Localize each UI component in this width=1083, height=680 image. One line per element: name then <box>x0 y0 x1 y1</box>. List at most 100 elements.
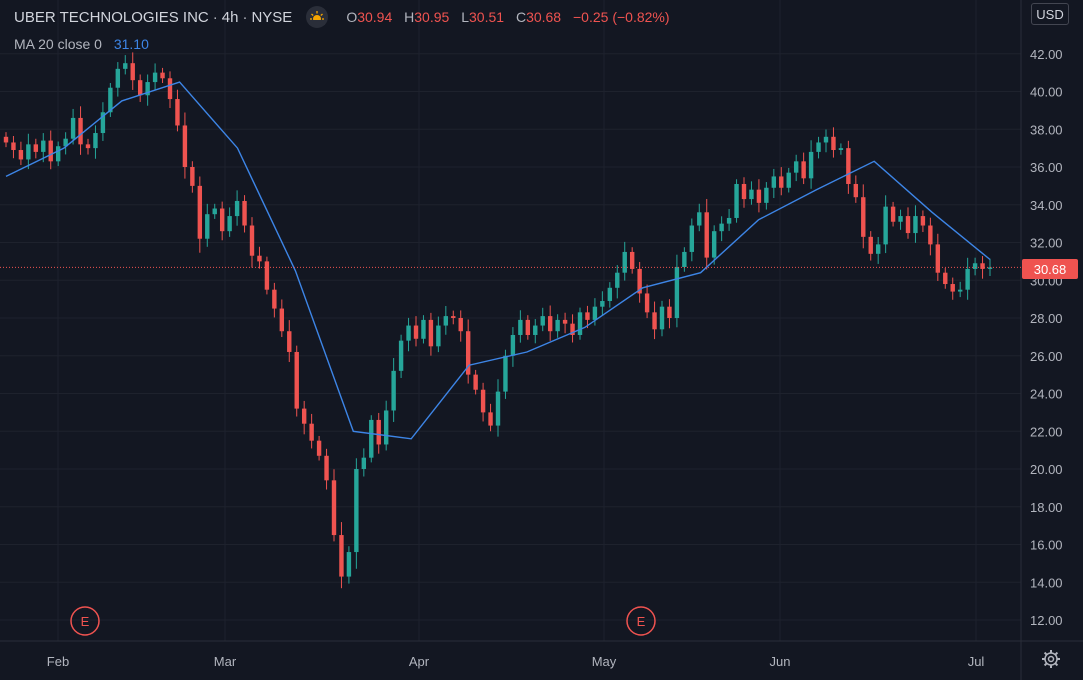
candle-body <box>652 312 657 330</box>
y-tick-label: 18.00 <box>1030 500 1063 515</box>
candle-body <box>413 325 419 339</box>
candle-body <box>861 197 866 237</box>
candle-body <box>361 457 367 469</box>
candle-body <box>577 312 583 335</box>
y-tick-label: 42.00 <box>1030 47 1063 62</box>
candle-body <box>406 325 411 341</box>
candle-body <box>26 144 31 160</box>
candle-body <box>354 469 359 553</box>
candle-body <box>428 319 434 347</box>
candle-body <box>249 225 255 256</box>
candle-body <box>674 267 680 318</box>
y-tick-label: 22.00 <box>1030 424 1063 439</box>
x-tick-label: Jun <box>770 654 791 669</box>
candle-body <box>339 535 344 577</box>
candle-body <box>525 319 531 335</box>
candle-body <box>167 78 173 100</box>
candle-body <box>793 161 799 173</box>
candle-body <box>816 142 821 152</box>
candle-body <box>786 172 791 188</box>
candle-body <box>920 216 926 226</box>
exchange: NYSE <box>251 8 293 26</box>
candle-body <box>33 144 39 152</box>
x-tick-label: May <box>592 654 617 669</box>
indicator-legend[interactable]: MA 20 close 0 31.10 <box>14 36 149 52</box>
x-tick-label: Jul <box>968 654 985 669</box>
candle-body <box>212 208 217 215</box>
candle-body <box>316 440 322 456</box>
currency-button[interactable]: USD <box>1031 3 1069 25</box>
candle-body <box>764 187 769 203</box>
candle-body <box>510 334 516 356</box>
candle-body <box>734 183 739 218</box>
y-tick-label: 26.00 <box>1030 349 1063 364</box>
candle-body <box>190 167 195 186</box>
candle-body <box>711 231 717 258</box>
candle-body <box>78 117 83 145</box>
separator: · <box>212 8 218 26</box>
candle-body <box>518 319 523 335</box>
candle-body <box>987 267 993 269</box>
y-tick-label: 16.00 <box>1030 538 1063 553</box>
close-value: 30.68 <box>526 9 562 25</box>
candle-body <box>376 419 381 445</box>
chart-legend: UBER TECHNOLOGIES INC · 4h · NYSE O30.94… <box>14 6 678 28</box>
candle-body <box>622 251 627 273</box>
candle-body <box>294 351 299 409</box>
y-tick-label: 34.00 <box>1030 198 1063 213</box>
candle-body <box>205 214 210 239</box>
candle-body <box>935 244 941 273</box>
x-tick-label: Apr <box>409 654 430 669</box>
market-status-icon[interactable] <box>306 6 329 28</box>
y-tick-label: 14.00 <box>1030 575 1063 590</box>
candle-body <box>130 63 135 81</box>
candle-body <box>756 189 762 203</box>
ohlc-values: O30.94 H30.95 L30.51 C30.68 −0.25 (−0.82… <box>346 9 677 25</box>
candle-body <box>242 200 247 226</box>
candle-body <box>369 419 374 458</box>
candle-body <box>831 136 836 151</box>
candle-body <box>48 140 53 162</box>
candle-body <box>957 289 963 292</box>
candle-body <box>629 251 635 269</box>
candle-body <box>137 80 143 96</box>
candle-body <box>100 112 106 134</box>
candle-body <box>458 318 463 332</box>
x-axis-ticks: Feb Mar Apr May Jun Jul <box>47 654 985 669</box>
symbol-name[interactable]: UBER TECHNOLOGIES INC <box>14 8 209 26</box>
candle-body <box>905 216 911 234</box>
earnings-event-icon[interactable]: E <box>70 606 100 636</box>
candle-body <box>585 312 590 320</box>
candle-body <box>421 319 426 339</box>
candle-body <box>547 316 553 332</box>
candle-body <box>689 225 695 252</box>
candle-body <box>533 325 538 335</box>
candle-body <box>615 272 620 288</box>
x-tick-label: Feb <box>47 654 69 669</box>
candle-body <box>697 212 702 226</box>
candle-body <box>562 319 568 324</box>
candle-body <box>41 140 46 152</box>
settings-gear-icon[interactable] <box>1040 648 1062 675</box>
open-value: 30.94 <box>357 9 393 25</box>
earnings-event-icon[interactable]: E <box>626 606 656 636</box>
y-tick-label: 20.00 <box>1030 462 1063 477</box>
candle-body <box>846 148 851 184</box>
candle-body <box>779 176 784 188</box>
candle-body <box>495 391 501 426</box>
candle-body <box>898 216 903 222</box>
high-value: 30.95 <box>414 9 450 25</box>
candle-body <box>503 355 508 392</box>
candle-body <box>219 208 225 232</box>
candle-body <box>85 144 91 149</box>
low-label: L <box>461 9 469 25</box>
candle-body <box>719 223 724 232</box>
y-tick-label: 40.00 <box>1030 85 1063 100</box>
ma20-line <box>5 81 991 440</box>
candle-body <box>637 268 642 294</box>
candle-body <box>145 82 150 96</box>
candle-body <box>540 316 545 326</box>
interval[interactable]: 4h <box>221 8 239 26</box>
